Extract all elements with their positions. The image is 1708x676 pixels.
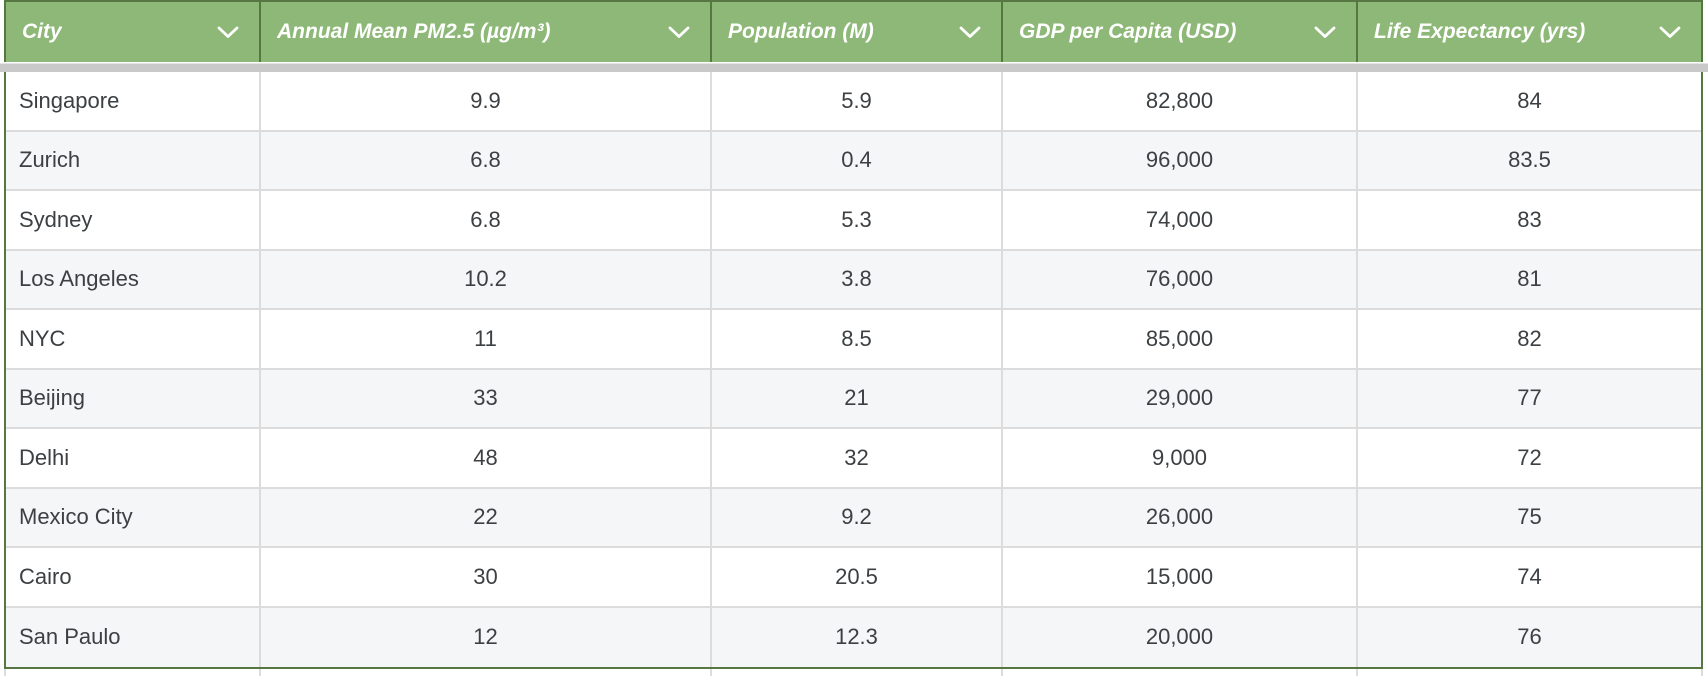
table-row: Singapore 9.9 5.9 82,800 84 <box>6 72 1701 132</box>
cell-life_expectancy: 72 <box>1517 444 1542 470</box>
partial-cell <box>1358 669 1701 676</box>
column-header-label: City <box>22 20 62 43</box>
column-header-population[interactable]: Population (M) <box>712 2 1003 62</box>
table-row: Mexico City 22 9.2 26,000 75 <box>6 488 1701 548</box>
cell-pm25: 22 <box>261 488 712 546</box>
header-shadow <box>0 62 1708 72</box>
cell-city: Mexico City <box>6 488 261 546</box>
cell-population: 20.5 <box>712 548 1003 606</box>
table-row: Cairo 30 20.5 15,000 74 <box>6 548 1701 608</box>
column-header-pm25[interactable]: Annual Mean PM2.5 (µg/m³) <box>261 2 712 62</box>
cell-pm25: 30 <box>261 548 712 606</box>
cell-pm25: 48 <box>261 429 712 487</box>
cell-city: San Paulo <box>6 607 261 667</box>
cell-city: NYC <box>6 310 261 368</box>
column-header-life_expectancy[interactable]: Life Expectancy (yrs) <box>1358 2 1701 62</box>
cell-city: Beijing <box>6 369 261 427</box>
table-row: NYC 11 8.5 85,000 82 <box>6 310 1701 370</box>
table-row: Sydney 6.8 5.3 74,000 83 <box>6 191 1701 251</box>
column-header-city[interactable]: City <box>6 2 261 62</box>
column-header-label: Life Expectancy (yrs) <box>1374 20 1586 43</box>
cell-pm25: 6.8 <box>261 191 712 249</box>
data-table: City Annual Mean PM2.5 (µg/m³) Population … <box>4 0 1703 676</box>
column-header-label: GDP per Capita (USD) <box>1019 20 1237 43</box>
chevron-down-icon[interactable] <box>668 26 690 39</box>
column-header-label: Annual Mean PM2.5 (µg/m³) <box>277 20 551 43</box>
cell-population: 5.9 <box>712 72 1003 130</box>
cell-life_expectancy: 77 <box>1517 385 1542 411</box>
cell-pm25: 12 <box>261 607 712 667</box>
cell-gdp_per_capita: 26,000 <box>1003 488 1358 546</box>
partial-cell <box>712 669 1003 676</box>
cell-pm25: 33 <box>261 369 712 427</box>
column-header-gdp_per_capita[interactable]: GDP per Capita (USD) <box>1003 2 1358 62</box>
chevron-down-icon[interactable] <box>959 26 981 39</box>
partial-cell <box>261 669 712 676</box>
cell-population: 5.3 <box>712 191 1003 249</box>
partial-cell <box>1003 669 1358 676</box>
table-row: Los Angeles 10.2 3.8 76,000 81 <box>6 250 1701 310</box>
cell-pm25: 11 <box>261 310 712 368</box>
cell-city: Sydney <box>6 191 261 249</box>
cell-city: Delhi <box>6 429 261 487</box>
table-row: Delhi 48 32 9,000 72 <box>6 429 1701 489</box>
table-header-row: City Annual Mean PM2.5 (µg/m³) Population … <box>4 0 1703 62</box>
cell-life_expectancy: 74 <box>1517 563 1542 589</box>
cell-city: Zurich <box>6 131 261 189</box>
cell-gdp_per_capita: 15,000 <box>1003 548 1358 606</box>
table-row: Zurich 6.8 0.4 96,000 83.5 <box>6 131 1701 191</box>
table-row: San Paulo 12 12.3 20,000 76 <box>6 607 1701 667</box>
cell-gdp_per_capita: 74,000 <box>1003 191 1358 249</box>
cell-population: 3.8 <box>712 250 1003 308</box>
cell-population: 8.5 <box>712 310 1003 368</box>
chevron-down-icon[interactable] <box>1659 26 1681 39</box>
cell-pm25: 9.9 <box>261 72 712 130</box>
cell-gdp_per_capita: 96,000 <box>1003 131 1358 189</box>
cell-life_expectancy: 75 <box>1517 504 1542 530</box>
cell-gdp_per_capita: 9,000 <box>1003 429 1358 487</box>
cell-life_expectancy: 81 <box>1517 266 1542 292</box>
table-body: Singapore 9.9 5.9 82,800 84 Zurich 6.8 0.4 96,00… <box>4 72 1703 669</box>
column-header-label: Population (M) <box>728 20 874 43</box>
table-row: Beijing 33 21 29,000 77 <box>6 369 1701 429</box>
next-row-partial <box>4 669 1703 676</box>
cell-population: 9.2 <box>712 488 1003 546</box>
cell-pm25: 10.2 <box>261 250 712 308</box>
cell-population: 12.3 <box>712 607 1003 667</box>
cell-population: 0.4 <box>712 131 1003 189</box>
cell-gdp_per_capita: 29,000 <box>1003 369 1358 427</box>
cell-gdp_per_capita: 85,000 <box>1003 310 1358 368</box>
chevron-down-icon[interactable] <box>217 26 239 39</box>
cell-city: Cairo <box>6 548 261 606</box>
cell-gdp_per_capita: 20,000 <box>1003 607 1358 667</box>
cell-life_expectancy: 76 <box>1517 624 1542 650</box>
cell-city: Los Angeles <box>6 250 261 308</box>
partial-cell <box>6 669 261 676</box>
cell-life_expectancy: 84 <box>1517 87 1542 113</box>
cell-gdp_per_capita: 82,800 <box>1003 72 1358 130</box>
cell-gdp_per_capita: 76,000 <box>1003 250 1358 308</box>
cell-life_expectancy: 83.5 <box>1508 147 1551 173</box>
cell-population: 21 <box>712 369 1003 427</box>
cell-city: Singapore <box>6 72 261 130</box>
cell-pm25: 6.8 <box>261 131 712 189</box>
cell-life_expectancy: 82 <box>1517 325 1542 351</box>
cell-life_expectancy: 83 <box>1517 206 1542 232</box>
chevron-down-icon[interactable] <box>1314 26 1336 39</box>
cell-population: 32 <box>712 429 1003 487</box>
